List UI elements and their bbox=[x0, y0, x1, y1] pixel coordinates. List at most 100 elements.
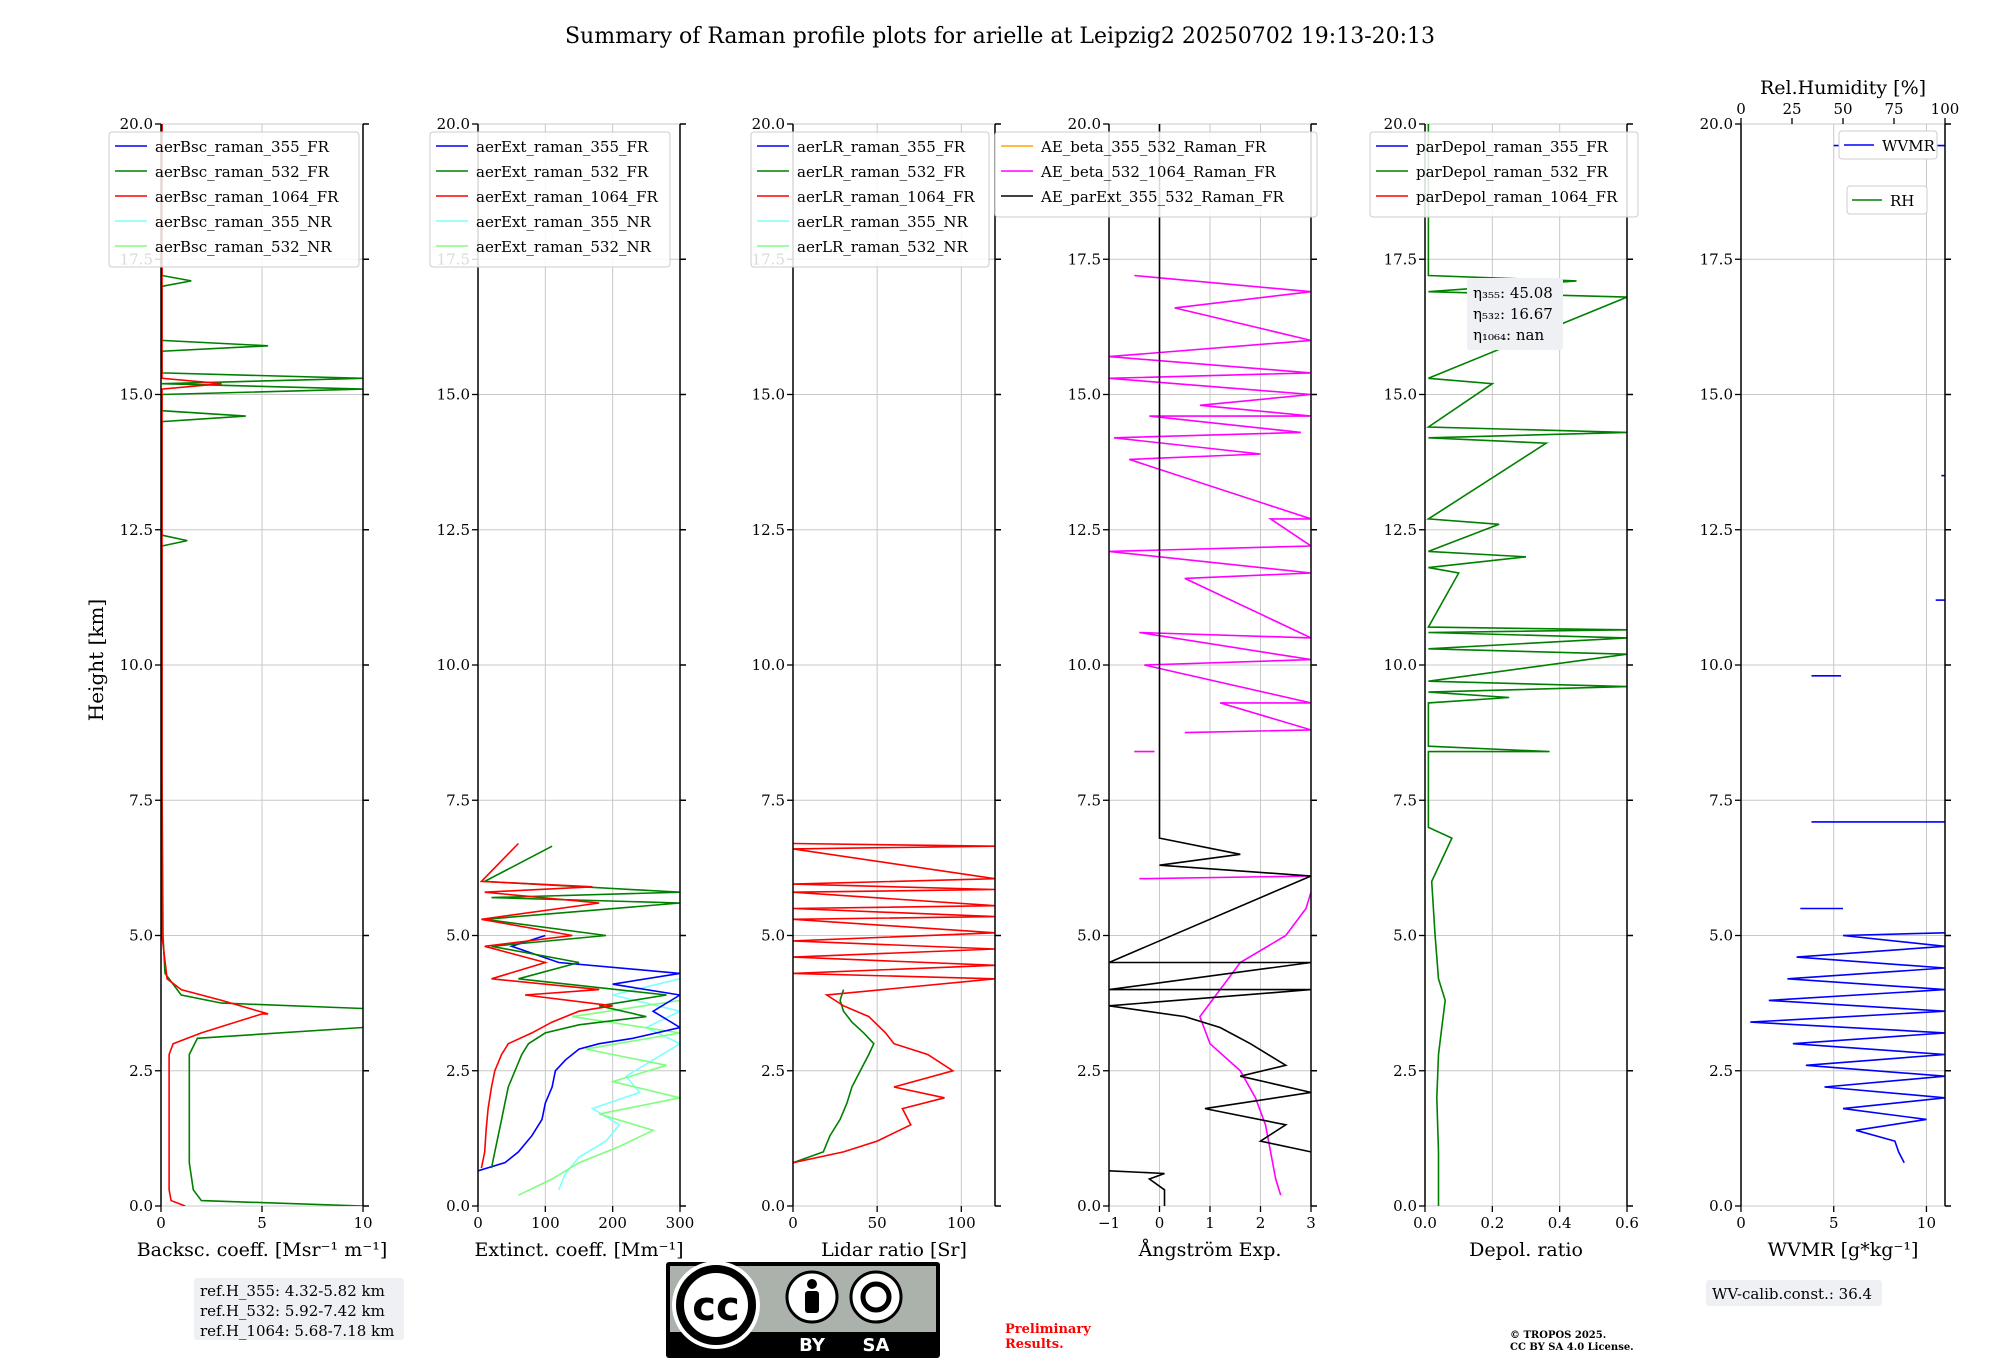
legend-label: AE_beta_532_1064_Raman_FR bbox=[1040, 163, 1276, 181]
y-tick-label: 15.0 bbox=[752, 386, 785, 404]
y-tick-label: 20.0 bbox=[437, 115, 470, 133]
ref-height-532: ref.H_532: 5.92-7.42 km bbox=[200, 1302, 385, 1320]
y-tick-label: 7.5 bbox=[446, 791, 470, 809]
y-tick-label: 5.0 bbox=[446, 927, 470, 945]
series-parDepol_raman_532_FR bbox=[1425, 124, 1627, 1206]
legend-label: aerExt_raman_355_FR bbox=[476, 138, 649, 156]
x-axis-label: Extinct. coeff. [Mm⁻¹] bbox=[474, 1239, 683, 1261]
y-tick-label: 12.5 bbox=[752, 521, 785, 539]
preliminary-label-line2: Results. bbox=[1005, 1337, 1064, 1352]
annotation-line: η₅₃₂: 16.67 bbox=[1473, 305, 1553, 323]
y-axis-label: Height [km] bbox=[84, 599, 108, 721]
y-tick-label: 12.5 bbox=[437, 521, 470, 539]
series-group bbox=[1425, 124, 1627, 1206]
x-tick-label: 0 bbox=[1736, 1214, 1746, 1232]
legend: aerExt_raman_355_FR aerExt_raman_532_FRae… bbox=[429, 131, 671, 268]
series-aerExt_raman_532_NR bbox=[518, 999, 680, 1196]
y-tick-label: 7.5 bbox=[761, 791, 785, 809]
figure-title: Summary of Raman profile plots for ariel… bbox=[565, 24, 1435, 49]
y-tick-label: 17.5 bbox=[1068, 250, 1101, 268]
ref-height-1064: ref.H_1064: 5.68-7.18 km bbox=[200, 1322, 394, 1340]
series-aerExt_raman_1064_FR bbox=[479, 842, 613, 1169]
y-tick-label: 10.0 bbox=[752, 656, 785, 674]
y-tick-label: 15.0 bbox=[1068, 386, 1101, 404]
legend-label: parDepol_raman_532_FR bbox=[1416, 163, 1609, 181]
y-tick-label: 2.5 bbox=[761, 1062, 785, 1080]
y-tick-label: 0.0 bbox=[1709, 1197, 1733, 1215]
x-tick-label: 0 bbox=[1155, 1214, 1165, 1232]
cc-text: cc bbox=[692, 1284, 739, 1330]
series-AE_beta_532_1064_Raman_FR bbox=[1139, 875, 1311, 880]
legend-label: aerLR_raman_355_FR bbox=[797, 138, 966, 156]
x-tick-label: 1 bbox=[1205, 1214, 1215, 1232]
copyright-line2: CC BY SA 4.0 License. bbox=[1510, 1342, 1634, 1353]
top-axis-label: Rel.Humidity [%] bbox=[1760, 77, 1926, 99]
series-aerBsc_raman_1064_FR bbox=[161, 124, 269, 1206]
legend-label: aerBsc_raman_532_FR bbox=[155, 163, 330, 181]
legend-label: WVMR bbox=[1882, 137, 1936, 155]
legend-label: RH bbox=[1890, 192, 1914, 210]
sa-label: SA bbox=[863, 1335, 890, 1356]
y-tick-label: 12.5 bbox=[1068, 521, 1101, 539]
legend-label: aerExt_raman_355_NR bbox=[476, 213, 652, 231]
y-tick-label: 20.0 bbox=[1068, 115, 1101, 133]
y-tick-label: 0.0 bbox=[761, 1197, 785, 1215]
series-WVMR bbox=[1750, 932, 1945, 1164]
legend-label: aerExt_raman_532_NR bbox=[476, 238, 652, 256]
legend-label: aerLR_raman_532_NR bbox=[797, 238, 968, 256]
sa-share-alike-icon bbox=[849, 1270, 903, 1324]
series-aerExt_raman_532_FR bbox=[481, 845, 680, 1169]
legend-label: aerLR_raman_532_FR bbox=[797, 163, 966, 181]
series-AE_beta_532_1064_Raman_FR bbox=[1198, 891, 1311, 1196]
x-tick-label: 2 bbox=[1256, 1214, 1266, 1232]
x-axis-label: WVMR [g*kg⁻¹] bbox=[1768, 1239, 1919, 1261]
wv-calibration-constant: WV-calib.const.: 36.4 bbox=[1712, 1285, 1872, 1303]
y-tick-label: 12.5 bbox=[120, 521, 153, 539]
top-x-tick-label: 0 bbox=[1736, 100, 1746, 118]
y-tick-label: 20.0 bbox=[1384, 115, 1417, 133]
y-tick-label: 2.5 bbox=[446, 1062, 470, 1080]
y-tick-label: 5.0 bbox=[761, 927, 785, 945]
y-tick-label: 15.0 bbox=[120, 386, 153, 404]
legend: aerBsc_raman_355_FR aerBsc_raman_532_FRae… bbox=[108, 131, 360, 268]
series-group bbox=[1750, 144, 1945, 1164]
top-x-tick-label: 75 bbox=[1884, 100, 1903, 118]
legend-label: AE_beta_355_532_Raman_FR bbox=[1040, 138, 1267, 156]
x-tick-label: 5 bbox=[257, 1214, 267, 1232]
legend-label: aerLR_raman_355_NR bbox=[797, 213, 968, 231]
x-tick-label: −1 bbox=[1098, 1214, 1120, 1232]
y-tick-label: 5.0 bbox=[129, 927, 153, 945]
y-tick-label: 2.5 bbox=[129, 1062, 153, 1080]
annotation-line: η₁₀₆₄: nan bbox=[1473, 326, 1544, 344]
y-tick-label: 10.0 bbox=[1068, 656, 1101, 674]
x-tick-label: 200 bbox=[598, 1214, 627, 1232]
series-aerExt_raman_355_FR bbox=[478, 934, 680, 1172]
y-tick-label: 7.5 bbox=[1077, 791, 1101, 809]
preliminary-label-line1: Preliminary bbox=[1005, 1322, 1091, 1337]
x-axis-label: Backsc. coeff. [Msr⁻¹ m⁻¹] bbox=[137, 1239, 388, 1261]
y-tick-label: 5.0 bbox=[1709, 927, 1733, 945]
y-tick-label: 7.5 bbox=[1709, 791, 1733, 809]
legend-label: aerBsc_raman_355_NR bbox=[155, 213, 332, 231]
y-tick-label: 7.5 bbox=[1393, 791, 1417, 809]
series-AE_parExt_355_532_Raman_FR bbox=[1109, 124, 1311, 1153]
legend-label: aerBsc_raman_532_NR bbox=[155, 238, 332, 256]
top-x-tick-label: 50 bbox=[1833, 100, 1852, 118]
legend-label: aerLR_raman_1064_FR bbox=[797, 188, 975, 206]
top-x-tick-label: 100 bbox=[1931, 100, 1960, 118]
x-axis-label: Depol. ratio bbox=[1469, 1239, 1583, 1261]
x-tick-label: 0 bbox=[473, 1214, 483, 1232]
panel-depol: 0.0 2.5 5.0 7.5 10.0 12.5 15.0 17.5 20.0 0.0 0.2 0.… bbox=[1369, 115, 1639, 1261]
x-tick-label: 100 bbox=[947, 1214, 976, 1232]
x-tick-label: 10 bbox=[353, 1214, 372, 1232]
legend: parDepol_raman_355_FR parDepol_raman_532_… bbox=[1369, 131, 1639, 218]
series-group bbox=[478, 842, 680, 1196]
legend-label: parDepol_raman_355_FR bbox=[1416, 138, 1609, 156]
y-tick-label: 0.0 bbox=[1077, 1197, 1101, 1215]
series-group bbox=[793, 842, 995, 1164]
x-tick-label: 3 bbox=[1306, 1214, 1316, 1232]
y-tick-label: 5.0 bbox=[1077, 927, 1101, 945]
legend: AE_beta_355_532_Raman_FR AE_beta_532_1064… bbox=[994, 131, 1318, 218]
series-aerBsc_raman_532_FR bbox=[188, 1026, 363, 1206]
x-tick-label: 10 bbox=[1917, 1214, 1936, 1232]
